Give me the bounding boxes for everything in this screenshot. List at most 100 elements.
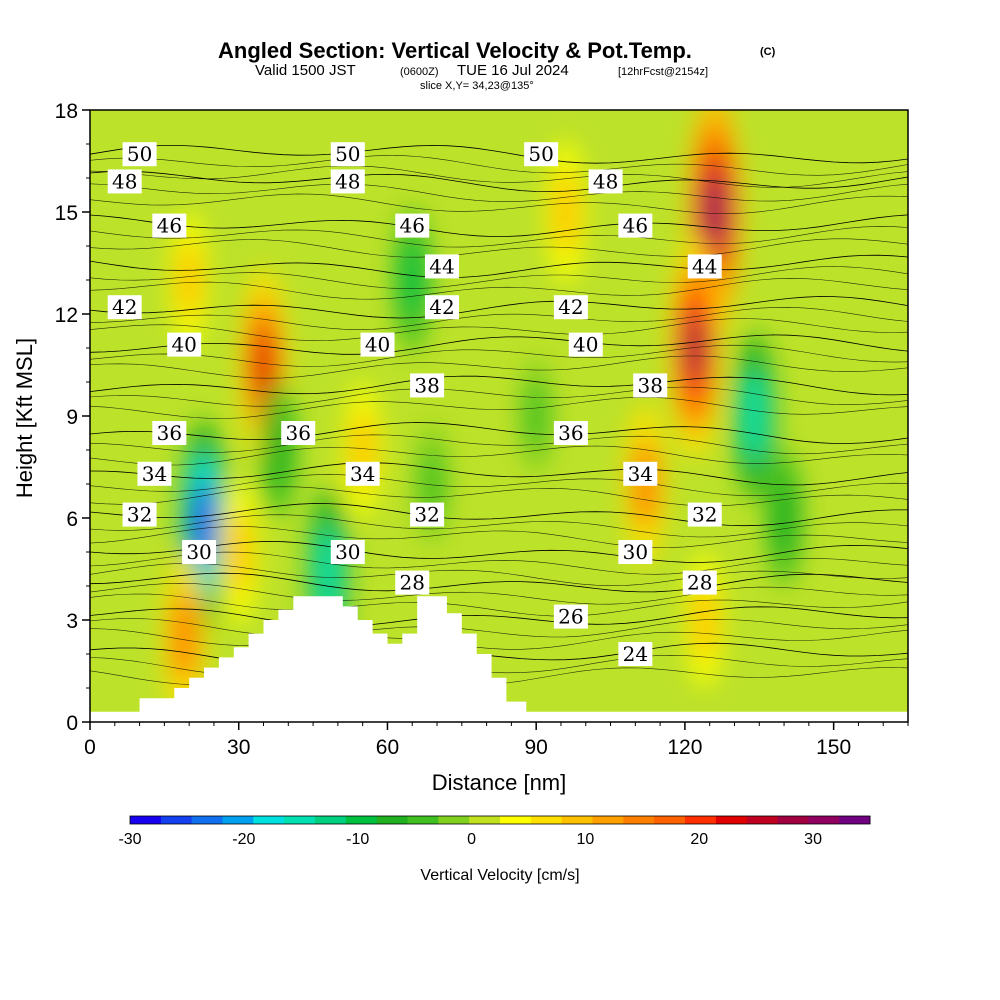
velocity-cell [420,448,444,520]
contour-label-text: 48 [112,169,137,193]
contour-label-text: 44 [692,254,717,278]
contour-label-text: 26 [558,605,583,629]
colorbar-ticks: -30 -20 -10 0 10 20 30 [118,831,822,848]
contour-line [90,434,908,455]
valid-time-date: TUE 16 Jul 2024 [457,62,569,79]
contour-label: 28 [395,570,430,595]
contour-line [90,540,908,563]
colorbar-tick-label: 0 [467,831,476,848]
contour-label-text: 38 [637,373,662,397]
velocity-cell [683,312,706,384]
contour-label: 30 [182,540,217,564]
contour-label-text: 40 [171,333,196,357]
copyright-mark: (C) [760,46,776,58]
velocity-cell [170,590,198,684]
contour-line [90,238,908,258]
contour-line [90,593,908,617]
colorbar-tick-label: 30 [804,831,822,848]
contour-label: 48 [330,169,365,194]
contour-line [90,278,908,300]
contour-label: 50 [330,142,365,167]
forecast-run: [12hrFcst@2154z] [618,66,708,78]
contour-line [90,572,908,593]
contour-label: 50 [524,142,559,167]
slice-info: slice X,Y= 34,23@135° [420,80,534,92]
y-axis-label: Height [Kft MSL] [12,338,37,498]
contour-label: 34 [137,461,172,486]
contour-label-text: 30 [623,540,648,564]
contour-label: 42 [424,295,459,320]
colorbar-swatch [253,816,285,824]
contour-label-text: 36 [157,421,182,445]
colorbar-swatch [623,816,655,824]
contour-label: 36 [152,421,187,445]
contour-line [90,254,908,279]
contour-label-text: 46 [157,214,182,238]
contour-label: 40 [167,332,202,357]
colorbar-swatch [561,816,593,824]
velocity-cell [703,174,726,250]
contour-label: 42 [107,295,142,320]
contour-label-text: 48 [593,169,618,193]
contour-line [90,165,908,188]
contour-label: 24 [618,642,653,666]
contour-line [90,582,908,605]
contour-label-text: 24 [623,642,648,666]
contour-line [90,344,908,367]
x-tick-label: 150 [816,736,851,759]
contour-label: 46 [618,213,653,238]
pot-temp-contours [90,145,908,686]
contour-label-text: 36 [285,421,310,445]
colorbar-swatch [160,816,193,824]
contour-line [90,462,908,486]
contour-label-text: 32 [692,503,717,527]
contour-label-text: 50 [335,142,360,166]
contour-label-text: 44 [429,254,454,278]
contour-label: 36 [281,421,316,445]
contour-label: 40 [568,332,603,357]
contour-line [90,214,908,237]
contour-label-text: 28 [687,571,712,595]
velocity-cell [399,239,425,321]
contour-label: 34 [623,461,658,486]
colorbar-swatch [222,816,254,824]
contour-line [90,618,908,638]
contour-line [90,562,908,586]
contour-label: 32 [410,503,445,527]
contour-line [90,193,908,214]
contour-label: 26 [553,604,588,629]
contour-line [90,628,908,650]
contour-label-text: 32 [127,503,152,527]
contour-label-text: 36 [558,421,583,445]
colorbar-swatch [376,816,408,824]
velocity-cell [524,381,548,451]
colorbar-swatch [746,816,778,824]
contour-line [90,183,908,203]
y-tick-label: 0 [66,712,78,735]
contour-label: 50 [122,142,157,167]
contour-line [90,334,908,355]
contour-label: 44 [687,254,722,279]
contour-label-text: 34 [628,462,653,486]
y-axis: 0 3 6 9 12 15 18 [55,100,90,735]
contour-label: 46 [152,213,187,238]
contour-label-text: 42 [112,295,137,319]
contour-label: 48 [588,169,623,194]
velocity-cell [176,241,202,319]
colorbar-swatch [500,816,532,824]
x-axis-label: Distance [nm] [432,770,567,795]
colorbar-swatch [469,816,501,824]
contour-line [90,551,908,575]
colorbar-swatch [130,816,162,824]
velocity-cell [771,479,797,557]
colorbar-swatch [777,816,809,824]
colorbar-swatch [808,816,840,824]
contour-label-text: 34 [350,462,375,486]
colorbar-swatch [438,816,470,824]
valid-time-prefix: Valid 1500 JST [255,62,356,79]
contour-label-text: 32 [414,503,439,527]
contour-line [90,355,908,379]
contour-label: 36 [553,421,588,445]
